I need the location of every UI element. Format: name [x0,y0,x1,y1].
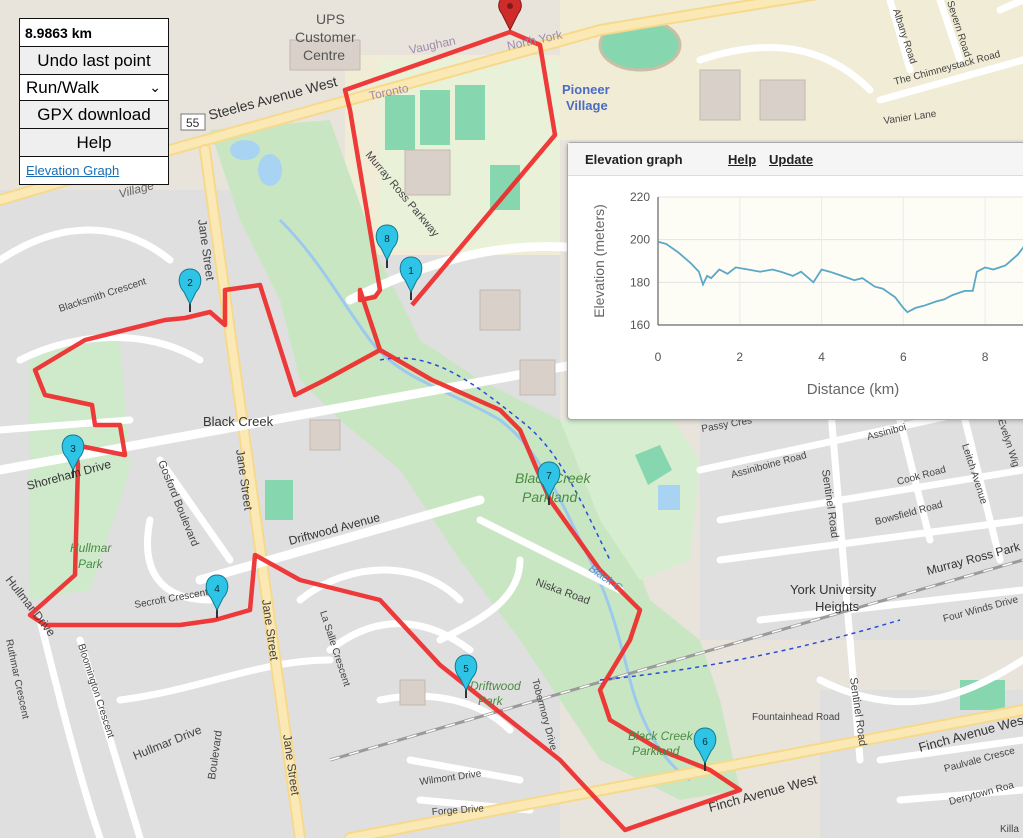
route-distance: 8.9863 km [20,19,168,47]
svg-text:55: 55 [186,116,200,130]
waypoint-label: 6 [702,737,708,748]
waypoint-label: 1 [408,266,414,277]
waypoint-label: 4 [214,584,220,595]
elevation-panel-title: Elevation graph [585,152,683,167]
route-control-panel: 8.9863 km Undo last point Run/Walk ⌄ GPX… [19,18,169,185]
waypoint-marker-6[interactable]: 6 [693,727,717,771]
y-tick-label: 180 [630,275,650,289]
label-hullmar-park-2: Park [78,557,104,571]
label-pioneer-2: Village [566,98,608,113]
activity-mode-select[interactable]: Run/Walk ⌄ [20,75,168,101]
label-bc-park-2: Parkland [522,489,578,505]
x-tick-label: 6 [900,350,907,364]
waypoint-label: 2 [187,278,193,289]
y-tick-label: 200 [630,233,650,247]
waypoint-label: 7 [546,471,552,482]
y-tick-label: 160 [630,318,650,332]
waypoint-label: 8 [384,234,390,245]
label-fountainhead: Fountainhead Road [752,712,840,723]
plot-area [658,197,1023,325]
waypoint-marker-4[interactable]: 4 [205,574,229,618]
x-tick-label: 0 [655,350,662,364]
x-tick-label: 2 [736,350,743,364]
elevation-panel-header: Elevation graph Help Update [568,143,1023,176]
label-killa: Killa [1000,824,1019,835]
y-axis-label: Elevation (meters) [591,204,607,318]
waypoint-label: 3 [70,444,76,455]
label-york-u-2: Heights [815,599,860,614]
waypoint-marker-3[interactable]: 3 [61,434,85,478]
x-axis-label: Distance (km) [807,381,900,398]
label-forge: Forge Drive [431,803,484,818]
elevation-graph-link-row: Elevation Graph [20,157,168,184]
elevation-update-link[interactable]: Update [769,152,814,167]
park-area-east [560,400,700,580]
waypoint-marker-2[interactable]: 2 [178,268,202,312]
label-bc3-a: Black Creek [628,729,694,743]
label-york-u-1: York University [790,582,877,597]
elevation-chart: 160 180 200 220 0 2 4 6 8 Distance (km) Elevation … [591,190,1023,398]
x-tick-label: 8 [982,350,989,364]
chevron-down-icon: ⌄ [149,79,161,95]
waypoint-marker-1[interactable]: 1 [399,256,423,300]
label-pioneer-1: Pioneer [562,82,610,97]
undo-last-point-button[interactable]: Undo last point [20,47,168,75]
route-end-marker[interactable] [498,0,522,32]
activity-mode-value: Run/Walk [26,78,100,97]
waypoint-marker-8[interactable]: 8 [375,224,399,268]
label-hullmar-park-1: Hullmar [70,541,112,555]
waypoint-marker-5[interactable]: 5 [454,654,478,698]
label-ups-2: Customer [295,29,356,45]
route-line [27,29,743,833]
highway-55-shield: 55 [180,113,206,131]
y-tick-label: 220 [630,190,650,204]
label-dw-park-2: Park [478,694,504,708]
waypoint-label: 5 [463,664,469,675]
label-bc3-b: Parkland [632,744,680,758]
label-ups-3: Centre [303,47,345,63]
label-ups: UPS [316,11,345,27]
elevation-graph-link[interactable]: Elevation Graph [26,163,120,178]
black-creek-parkland-area [210,120,740,800]
gpx-download-button[interactable]: GPX download [20,101,168,129]
elevation-panel: Elevation graph Help Update 160 180 200 220… [567,142,1023,420]
elevation-help-link[interactable]: Help [728,152,757,167]
help-button[interactable]: Help [20,129,168,157]
label-dw-park-1: Driftwood [470,679,521,693]
waypoint-marker-7[interactable]: 7 [537,461,561,505]
elevation-series-line [657,240,1023,314]
x-tick-label: 4 [818,350,825,364]
label-black-creek: Black Creek [203,414,274,429]
